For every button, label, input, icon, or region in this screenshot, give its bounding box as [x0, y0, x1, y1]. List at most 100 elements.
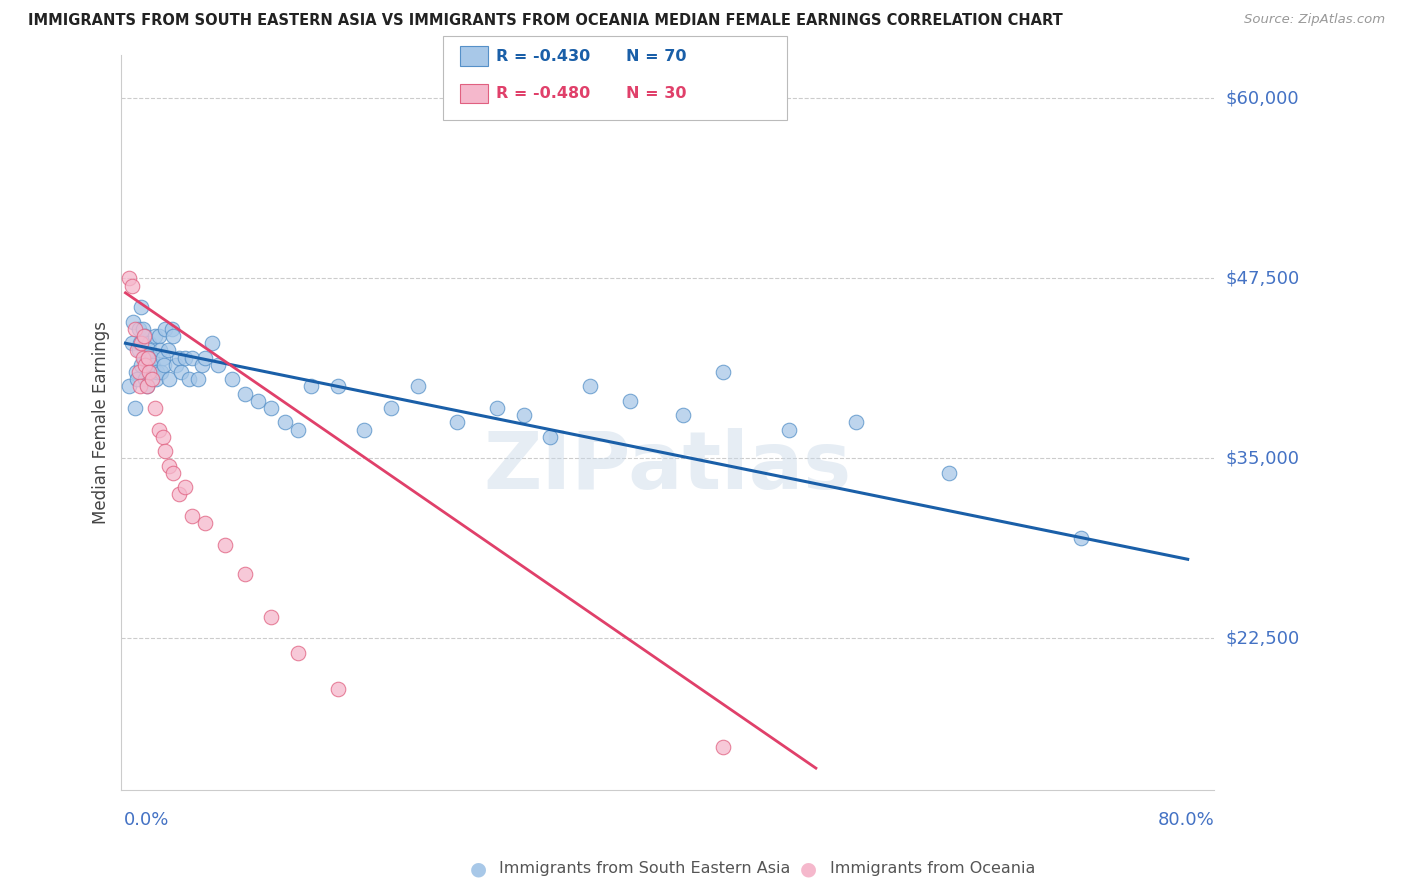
Point: [162, 329, 184, 343]
Point: [619, 393, 641, 408]
Text: R = -0.480: R = -0.480: [496, 87, 591, 101]
Point: [134, 372, 156, 386]
Point: [260, 401, 283, 415]
Point: [353, 423, 375, 437]
Point: [136, 351, 159, 365]
Point: [672, 409, 695, 423]
Point: [155, 322, 177, 336]
Point: [260, 610, 283, 624]
Point: [160, 322, 183, 336]
Point: [486, 401, 509, 415]
Point: [141, 372, 163, 386]
Text: N = 30: N = 30: [626, 87, 686, 101]
Point: [201, 336, 224, 351]
Point: [122, 315, 145, 329]
Point: [149, 343, 172, 358]
Point: [1070, 531, 1092, 545]
Point: [138, 343, 160, 358]
Text: $35,000: $35,000: [1226, 450, 1299, 467]
Point: [121, 278, 143, 293]
Point: [174, 351, 197, 365]
Point: [145, 372, 167, 386]
Point: [380, 401, 402, 415]
Point: [214, 538, 236, 552]
Point: [157, 372, 180, 386]
Point: [187, 372, 209, 386]
Point: [135, 379, 157, 393]
Point: [118, 379, 141, 393]
Point: [287, 646, 309, 660]
Point: [124, 401, 146, 415]
Point: [131, 351, 153, 365]
Point: [127, 372, 149, 386]
Point: [128, 365, 150, 379]
Point: [118, 271, 141, 285]
Point: [180, 509, 202, 524]
Point: [155, 444, 177, 458]
Point: [129, 379, 152, 393]
Point: [132, 329, 155, 343]
Point: [326, 379, 349, 393]
Point: [132, 351, 155, 365]
Point: [711, 739, 734, 754]
Text: N = 70: N = 70: [626, 49, 686, 63]
Point: [143, 329, 166, 343]
Point: [221, 372, 243, 386]
Point: [156, 343, 179, 358]
Point: [134, 358, 156, 372]
Point: [207, 358, 229, 372]
Text: ●: ●: [800, 859, 817, 879]
Point: [148, 423, 170, 437]
Point: [194, 351, 217, 365]
Point: [179, 372, 201, 386]
Point: [845, 416, 868, 430]
Point: [138, 336, 160, 351]
Text: 0.0%: 0.0%: [124, 812, 170, 830]
Point: [136, 358, 159, 372]
Point: [142, 358, 165, 372]
Point: [138, 365, 160, 379]
Point: [146, 365, 169, 379]
Point: [131, 358, 153, 372]
Point: [778, 423, 800, 437]
Point: [299, 379, 322, 393]
Point: [152, 351, 174, 365]
Point: [135, 379, 157, 393]
Point: [131, 336, 153, 351]
Point: [143, 401, 166, 415]
Point: [446, 416, 468, 430]
Point: [711, 365, 734, 379]
Text: ●: ●: [470, 859, 486, 879]
Point: [141, 351, 163, 365]
Point: [174, 480, 197, 494]
Point: [135, 351, 157, 365]
Text: Immigrants from Oceania: Immigrants from Oceania: [830, 862, 1035, 876]
Point: [152, 430, 174, 444]
Text: R = -0.430: R = -0.430: [496, 49, 591, 63]
Y-axis label: Median Female Earnings: Median Female Earnings: [93, 321, 110, 524]
Point: [134, 329, 156, 343]
Point: [165, 358, 187, 372]
Text: Immigrants from South Eastern Asia: Immigrants from South Eastern Asia: [499, 862, 790, 876]
Text: Source: ZipAtlas.com: Source: ZipAtlas.com: [1244, 13, 1385, 27]
Point: [121, 336, 143, 351]
Text: $22,500: $22,500: [1226, 630, 1299, 648]
Point: [131, 300, 153, 314]
Point: [170, 365, 193, 379]
Point: [131, 322, 153, 336]
Point: [148, 329, 170, 343]
Point: [129, 336, 152, 351]
Point: [538, 430, 561, 444]
Point: [167, 351, 190, 365]
Point: [124, 322, 146, 336]
Point: [406, 379, 429, 393]
Point: [139, 365, 162, 379]
Text: $47,500: $47,500: [1226, 269, 1299, 287]
Text: 80.0%: 80.0%: [1157, 812, 1215, 830]
Text: IMMIGRANTS FROM SOUTH EASTERN ASIA VS IMMIGRANTS FROM OCEANIA MEDIAN FEMALE EARN: IMMIGRANTS FROM SOUTH EASTERN ASIA VS IM…: [28, 13, 1063, 29]
Point: [274, 416, 297, 430]
Point: [162, 466, 184, 480]
Point: [128, 343, 150, 358]
Point: [247, 393, 270, 408]
Point: [938, 466, 960, 480]
